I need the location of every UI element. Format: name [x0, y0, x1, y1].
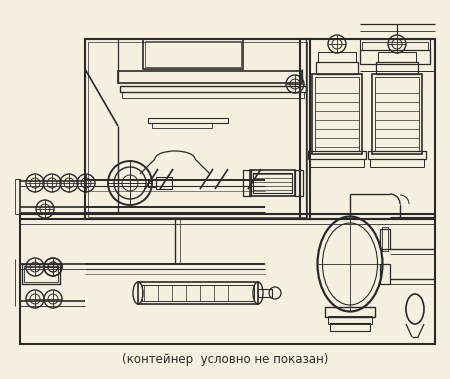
Bar	[362, 42, 428, 50]
Bar	[24, 266, 58, 282]
Bar	[22, 264, 60, 284]
Bar	[308, 151, 366, 159]
Bar	[310, 159, 364, 167]
Bar	[325, 307, 375, 317]
Bar	[142, 285, 254, 301]
Bar	[330, 323, 370, 331]
Bar	[328, 316, 372, 324]
Bar	[318, 52, 356, 62]
Bar	[243, 170, 251, 196]
Bar	[360, 50, 430, 64]
Bar	[370, 159, 424, 167]
Bar	[143, 39, 243, 69]
Bar	[295, 170, 303, 196]
Bar	[380, 264, 390, 284]
Bar	[156, 177, 172, 189]
Bar	[120, 86, 306, 92]
Bar	[375, 77, 419, 151]
Bar	[315, 77, 359, 151]
Bar	[316, 62, 358, 74]
Bar	[85, 39, 310, 219]
Bar	[88, 42, 307, 217]
Bar	[138, 282, 258, 304]
Bar	[152, 123, 212, 128]
Bar	[148, 179, 156, 187]
Bar	[378, 52, 416, 62]
Bar	[312, 74, 362, 154]
Bar	[372, 74, 422, 154]
Text: (контейнер  условно не показан): (контейнер условно не показан)	[122, 352, 328, 365]
Bar	[250, 170, 295, 196]
Bar	[258, 289, 272, 297]
Bar	[118, 71, 302, 83]
Bar	[382, 227, 388, 251]
Bar	[122, 92, 304, 98]
Bar	[368, 151, 426, 159]
Bar	[380, 229, 390, 249]
Bar	[20, 214, 435, 344]
Bar	[148, 118, 228, 123]
Bar	[300, 39, 435, 219]
Bar	[376, 62, 418, 74]
Bar	[253, 173, 292, 193]
Bar	[145, 41, 241, 67]
